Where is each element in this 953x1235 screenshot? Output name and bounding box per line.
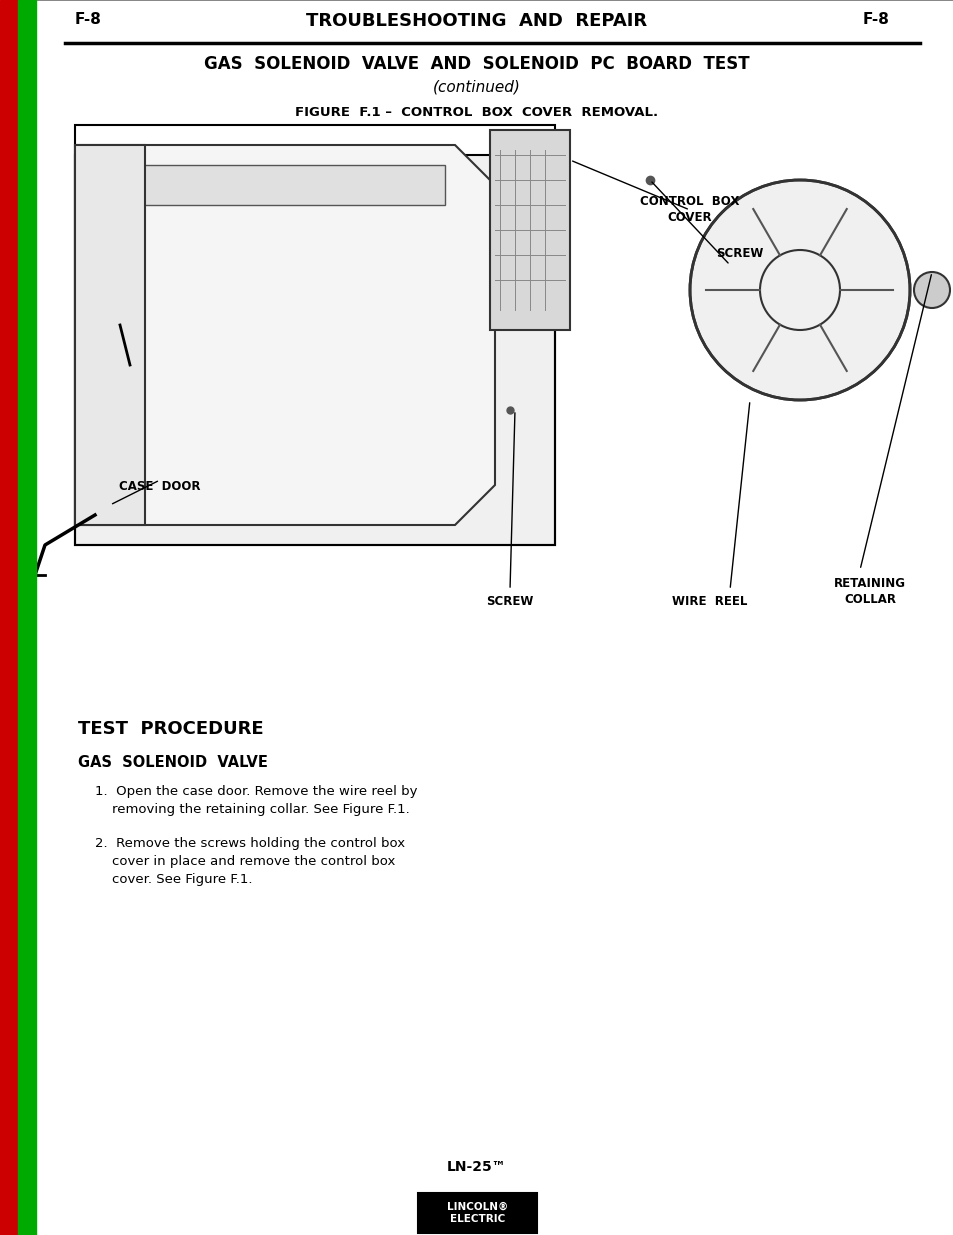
- FancyBboxPatch shape: [75, 156, 555, 545]
- Text: Return to Master TOC: Return to Master TOC: [23, 1032, 31, 1128]
- Text: LINCOLN®
ELECTRIC: LINCOLN® ELECTRIC: [446, 1202, 508, 1224]
- Polygon shape: [75, 144, 145, 525]
- Text: Return to Master TOC: Return to Master TOC: [23, 443, 31, 537]
- Text: Return to Section TOC: Return to Section TOC: [5, 442, 13, 538]
- Text: Return to Section TOC: Return to Section TOC: [5, 122, 13, 219]
- Bar: [0, 0, 18, 1235]
- Polygon shape: [75, 144, 495, 525]
- Text: GAS  SOLENOID  VALVE  AND  SOLENOID  PC  BOARD  TEST: GAS SOLENOID VALVE AND SOLENOID PC BOARD…: [204, 56, 749, 73]
- Bar: [75, 125, 555, 545]
- Text: Return to Master TOC: Return to Master TOC: [23, 743, 31, 837]
- Text: SCREW: SCREW: [486, 595, 533, 608]
- Text: CASE  DOOR: CASE DOOR: [119, 480, 200, 493]
- Text: WIRE  REEL: WIRE REEL: [672, 595, 747, 608]
- Text: RETAINING
COLLAR: RETAINING COLLAR: [833, 577, 905, 606]
- Circle shape: [689, 180, 909, 400]
- Text: Return to Master TOC: Return to Master TOC: [23, 124, 31, 217]
- Text: GAS  SOLENOID  VALVE: GAS SOLENOID VALVE: [78, 755, 268, 769]
- FancyBboxPatch shape: [417, 1193, 537, 1233]
- Polygon shape: [490, 130, 569, 330]
- Text: F-8: F-8: [862, 12, 889, 27]
- Bar: [18, 0, 36, 1235]
- Bar: [105, 165, 444, 205]
- Text: LN-25™: LN-25™: [447, 1160, 506, 1174]
- Text: 1.  Open the case door. Remove the wire reel by
    removing the retaining colla: 1. Open the case door. Remove the wire r…: [95, 785, 417, 816]
- Text: SCREW: SCREW: [716, 247, 763, 261]
- Text: FIGURE  F.1 –  CONTROL  BOX  COVER  REMOVAL.: FIGURE F.1 – CONTROL BOX COVER REMOVAL.: [295, 106, 658, 119]
- Text: (continued): (continued): [433, 80, 520, 95]
- Text: CONTROL  BOX
COVER: CONTROL BOX COVER: [639, 195, 739, 224]
- Circle shape: [913, 272, 949, 308]
- Text: Return to Section TOC: Return to Section TOC: [5, 742, 13, 839]
- Text: TEST  PROCEDURE: TEST PROCEDURE: [78, 720, 263, 739]
- Text: F-8: F-8: [75, 12, 102, 27]
- Text: TROUBLESHOOTING  AND  REPAIR: TROUBLESHOOTING AND REPAIR: [306, 12, 647, 30]
- Text: Return to Section TOC: Return to Section TOC: [5, 1032, 13, 1128]
- Text: 2.  Remove the screws holding the control box
    cover in place and remove the : 2. Remove the screws holding the control…: [95, 837, 405, 885]
